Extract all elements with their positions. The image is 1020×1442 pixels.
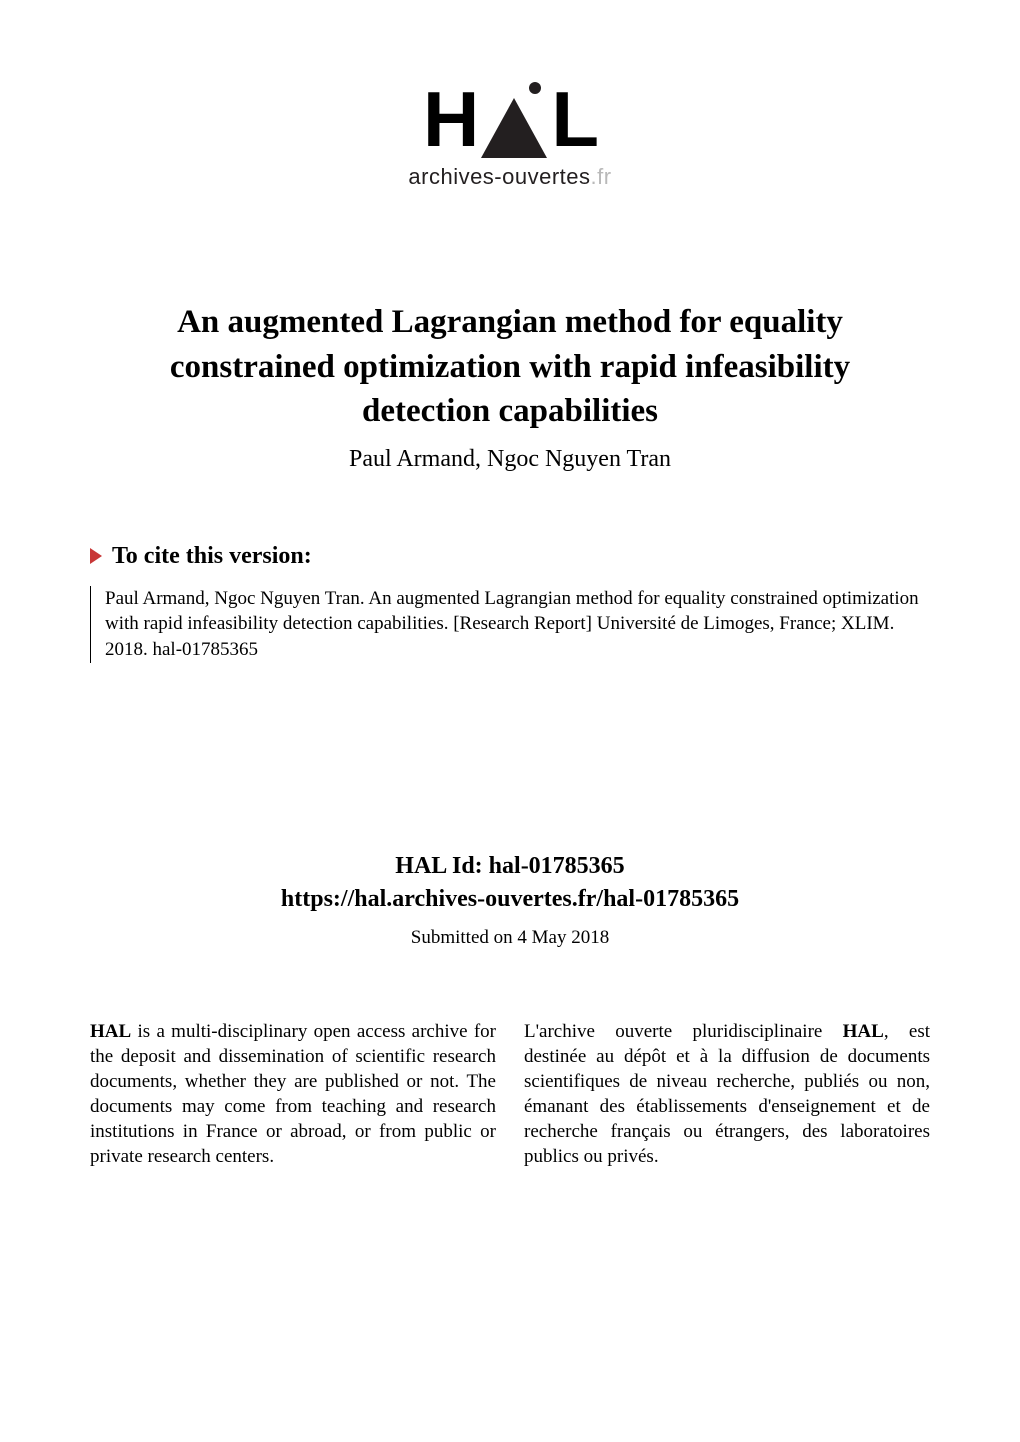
hal-id-value: hal-01785365 [489, 853, 625, 879]
logo-subtitle-main: archives-ouvertes [408, 164, 590, 189]
cite-heading-row: To cite this version: [90, 543, 930, 570]
hal-id-block: HAL Id: hal-01785365 https://hal.archive… [90, 853, 930, 1009]
hal-id-line: HAL Id: hal-01785365 [90, 853, 930, 880]
citation-text: Paul Armand, Ngoc Nguyen Tran. An augmen… [90, 586, 930, 663]
hal-cover-page: H L archives-ouvertes.fr An augmented La… [0, 0, 1020, 1442]
cite-arrow-icon [90, 548, 102, 564]
cite-heading: To cite this version: [112, 543, 312, 570]
abstract-right-text: , est destinée au dépôt et à la diffusio… [524, 1021, 930, 1167]
abstract-two-column: HAL is a multi-disciplinary open access … [90, 1019, 930, 1169]
hal-logo: H L [423, 80, 597, 158]
logo-subtitle-suffix: .fr [591, 164, 612, 189]
abstract-left-column: HAL is a multi-disciplinary open access … [90, 1019, 496, 1169]
submitted-date: Submitted on 4 May 2018 [90, 927, 930, 949]
abstract-right-bold: HAL [843, 1021, 884, 1042]
hal-logo-subtitle: archives-ouvertes.fr [408, 164, 611, 190]
paper-authors: Paul Armand, Ngoc Nguyen Tran [90, 446, 930, 473]
abstract-left-text: is a multi-disciplinary open access arch… [90, 1021, 496, 1167]
hal-logo-h: H [423, 80, 477, 158]
abstract-right-pre: L'archive ouverte pluridisciplinaire [524, 1021, 843, 1042]
abstract-left-bold: HAL [90, 1021, 131, 1042]
hal-url: https://hal.archives-ouvertes.fr/hal-017… [90, 886, 930, 913]
abstract-right-column: L'archive ouverte pluridisciplinaire HAL… [524, 1019, 930, 1169]
hal-logo-l: L [551, 80, 597, 158]
hal-id-label: HAL Id: [395, 853, 482, 879]
hal-logo-a-icon [481, 80, 547, 158]
hal-logo-block: H L archives-ouvertes.fr [90, 80, 930, 190]
paper-title: An augmented Lagrangian method for equal… [110, 300, 910, 434]
